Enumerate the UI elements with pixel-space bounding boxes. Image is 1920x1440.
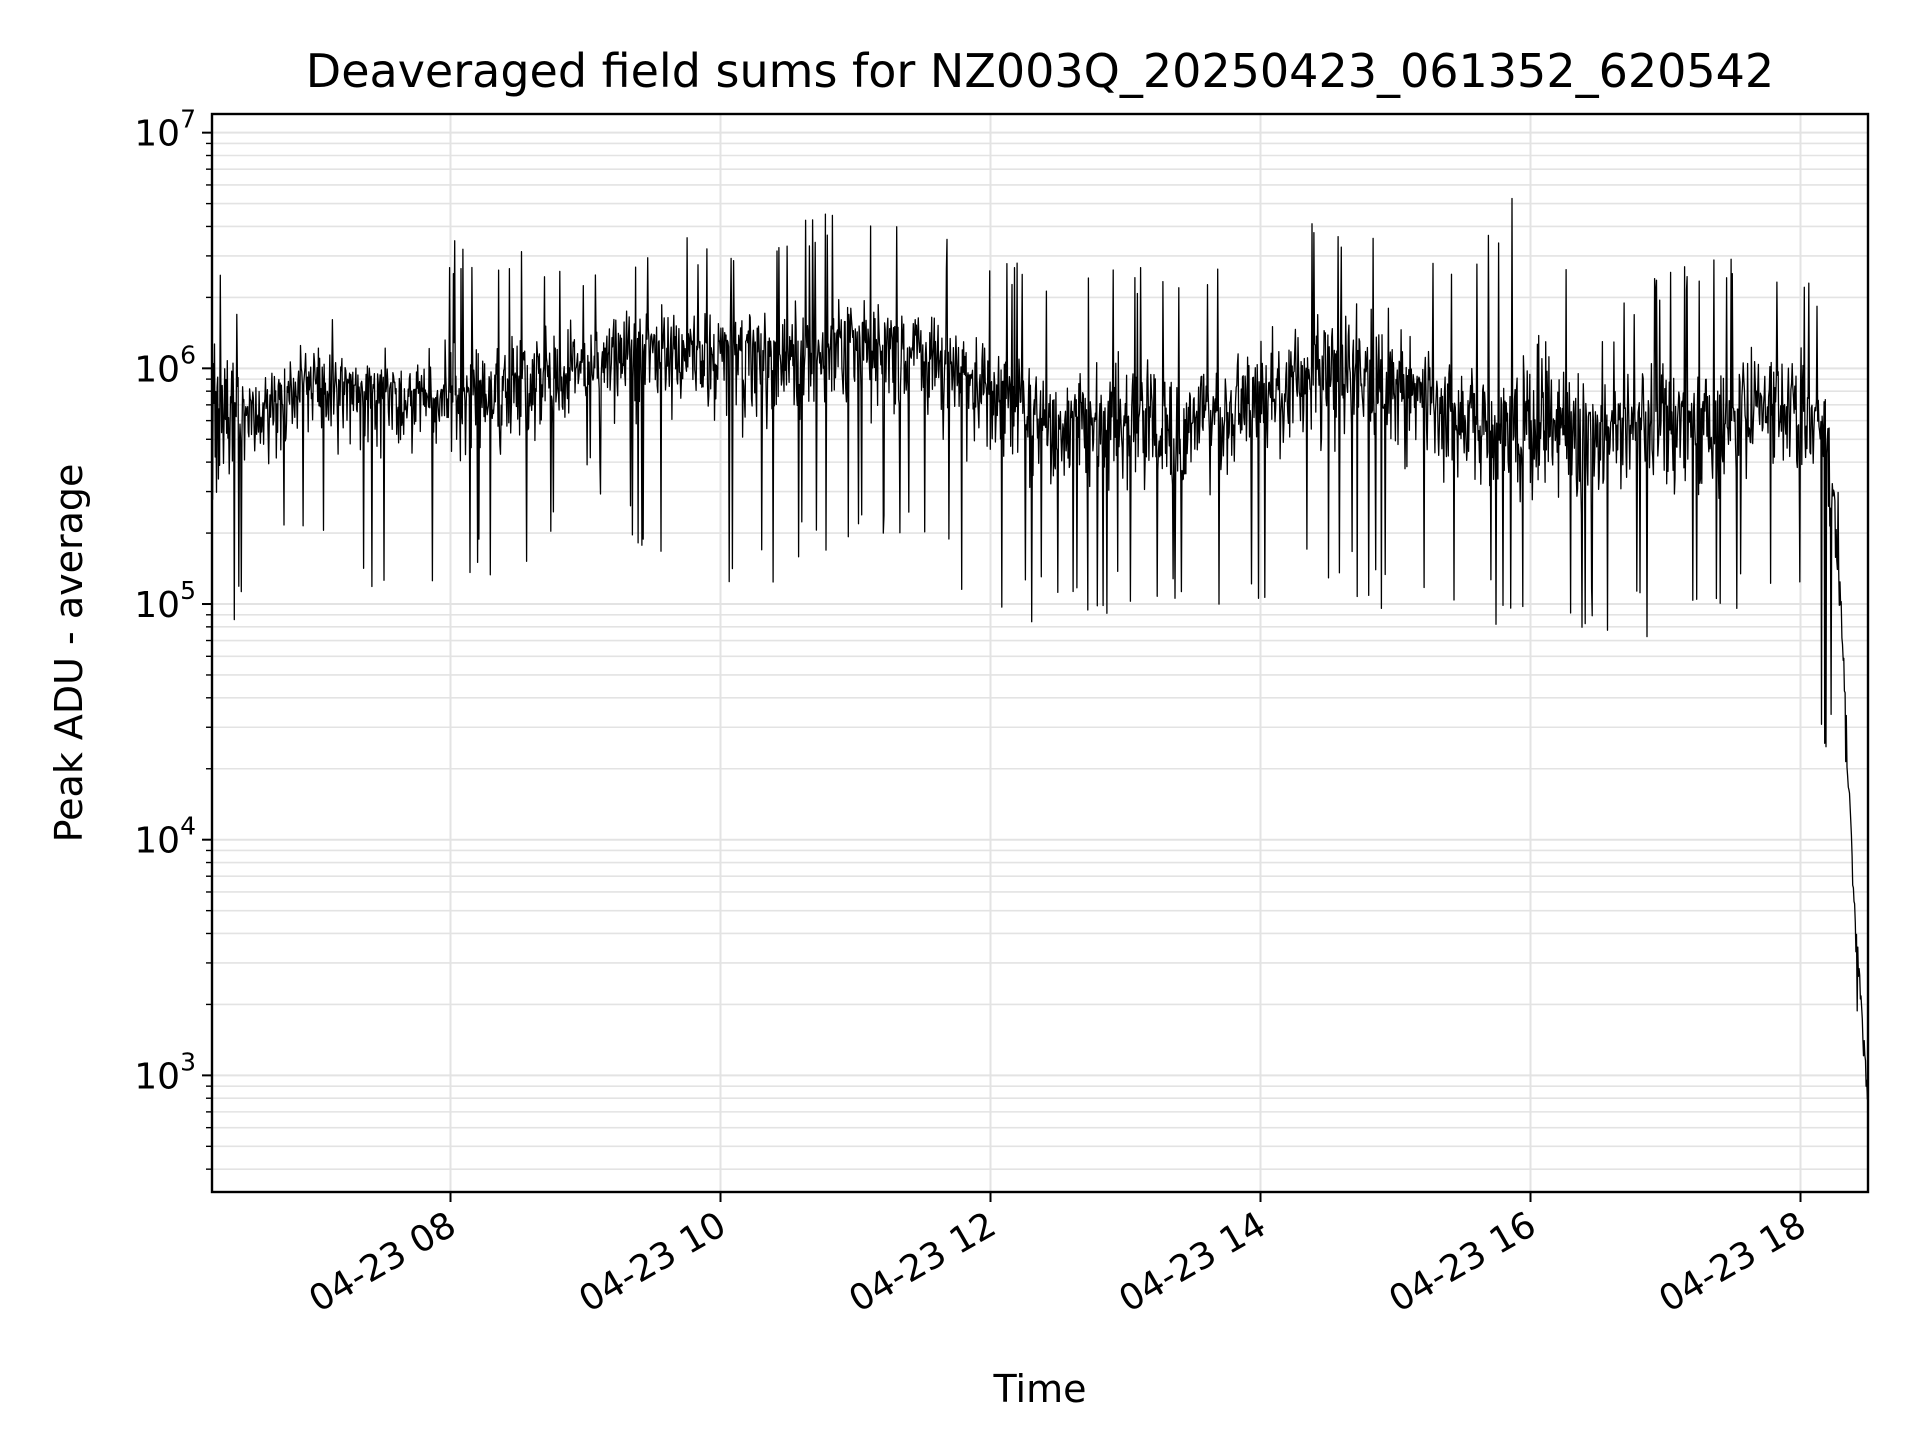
y-tick-base: 10 (134, 114, 180, 155)
series-line (211, 197, 1869, 1100)
y-tick-label: 106 (134, 340, 196, 390)
y-tick-base: 10 (134, 821, 180, 862)
y-tick-base: 10 (134, 585, 180, 626)
y-tick-base: 10 (134, 1056, 180, 1097)
series-layer (211, 197, 1869, 1100)
y-tick-label: 107 (134, 105, 196, 155)
y-tick-exponent: 7 (180, 105, 196, 134)
y-tick-exponent: 3 (180, 1047, 196, 1076)
y-tick-label: 103 (134, 1047, 196, 1097)
y-tick-label: 105 (134, 576, 196, 626)
grid (212, 114, 1868, 1192)
x-axis-label: Time (993, 1367, 1087, 1411)
plot-frame (210, 112, 1870, 1194)
y-axis-label: Peak ADU - average (47, 464, 91, 843)
y-tick-exponent: 4 (180, 812, 196, 841)
y-tick-exponent: 6 (180, 340, 196, 369)
y-tick-base: 10 (134, 349, 180, 390)
chart-title: Deaveraged field sums for NZ003Q_2025042… (306, 44, 1774, 98)
y-tick-exponent: 5 (180, 576, 196, 605)
y-tick-label: 104 (134, 812, 196, 862)
